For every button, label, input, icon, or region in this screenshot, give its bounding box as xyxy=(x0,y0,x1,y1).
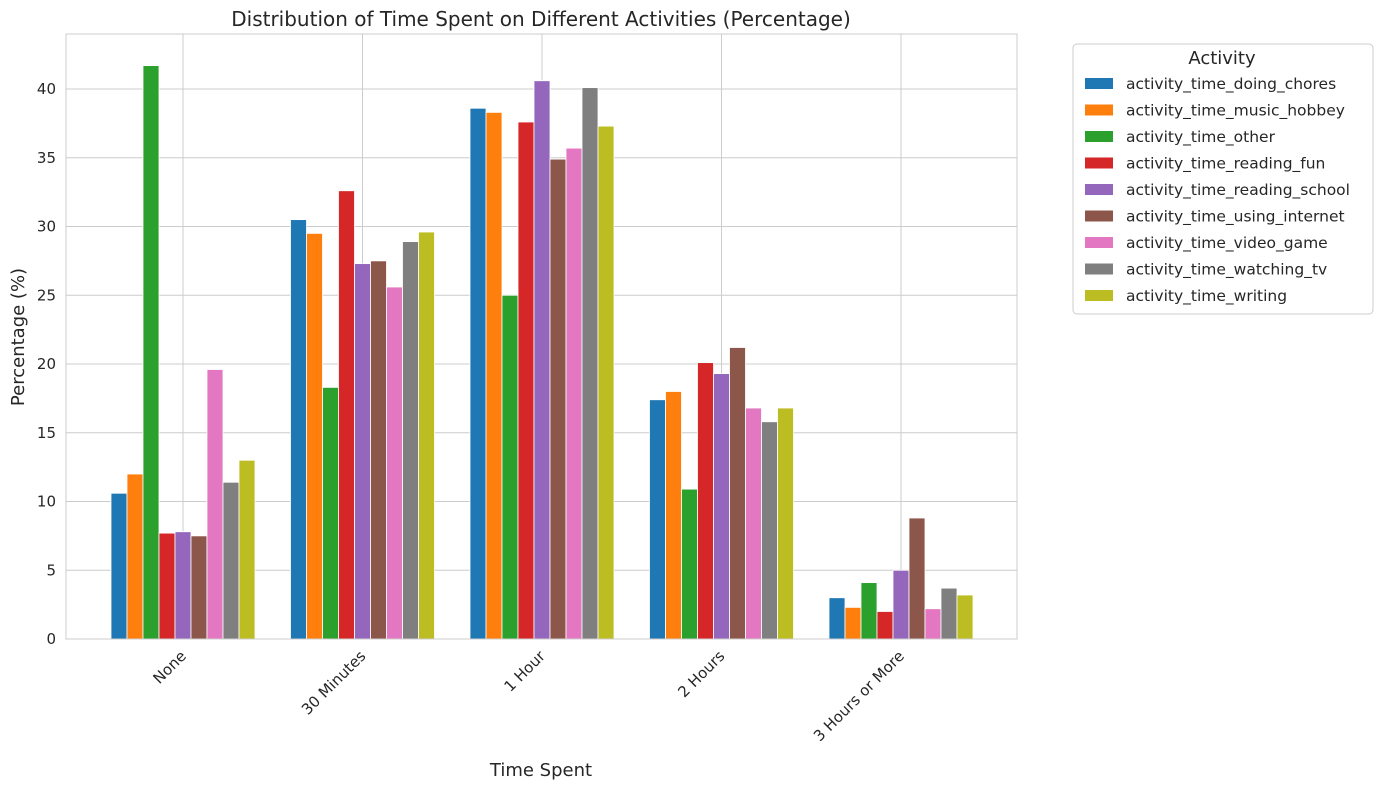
plot-area-frame xyxy=(65,33,1018,640)
bar xyxy=(745,407,762,640)
bar xyxy=(485,111,503,640)
bar xyxy=(761,421,778,640)
x-axis-ticks: None 30 Minutes 1 Hour 2 Hours 3 Hours or Mo… xyxy=(149,647,907,745)
x-tick-label: 1 Hour xyxy=(500,647,549,696)
bar xyxy=(924,608,942,640)
bar xyxy=(174,531,192,640)
legend-label: activity_time_watching_tv xyxy=(1126,261,1327,280)
legend-label: activity_time_using_internet xyxy=(1126,208,1345,227)
legend-swatch xyxy=(1085,263,1113,275)
x-tick-label: 30 Minutes xyxy=(298,647,369,718)
bar xyxy=(597,125,615,640)
legend-label: activity_time_doing_chores xyxy=(1126,75,1336,94)
bar xyxy=(469,107,487,640)
bar xyxy=(338,190,355,640)
bar xyxy=(501,294,519,640)
y-tick-label: 35 xyxy=(37,149,56,167)
series-group xyxy=(190,158,926,640)
series-group xyxy=(222,87,958,640)
bar xyxy=(956,594,974,640)
bar xyxy=(665,391,682,640)
bar xyxy=(354,263,371,640)
bar xyxy=(876,611,894,640)
legend-swatch xyxy=(1085,104,1113,116)
bar xyxy=(844,606,862,640)
bar xyxy=(142,65,160,640)
bar xyxy=(110,492,128,640)
series-group xyxy=(158,121,894,640)
bar xyxy=(581,87,599,640)
y-tick-label: 30 xyxy=(37,218,56,236)
bar xyxy=(828,597,846,640)
y-axis-label: Percentage (%) xyxy=(8,268,29,406)
x-tick-label: 3 Hours or More xyxy=(810,647,908,745)
bar xyxy=(126,473,144,640)
legend-swatch xyxy=(1085,210,1113,222)
series-group xyxy=(238,125,974,640)
legend-frame xyxy=(1072,43,1374,315)
legend: Activity activity_time_doing_choresactiv… xyxy=(1072,43,1374,315)
bar xyxy=(190,535,208,640)
bar xyxy=(206,369,224,640)
bar xyxy=(892,569,910,640)
legend-label: activity_time_writing xyxy=(1126,287,1287,306)
legend-swatch xyxy=(1085,184,1113,195)
legend-swatch xyxy=(1085,131,1113,142)
series-group xyxy=(174,80,910,640)
legend-label: activity_time_reading_school xyxy=(1126,181,1350,200)
bar xyxy=(322,386,339,640)
y-tick-label: 20 xyxy=(37,355,56,373)
y-tick-label: 40 xyxy=(37,80,56,98)
bar xyxy=(713,373,730,640)
y-tick-label: 25 xyxy=(37,286,56,304)
bar xyxy=(533,80,551,640)
chart-title: Distribution of Time Spent on Different … xyxy=(231,7,851,31)
legend-swatch xyxy=(1085,78,1113,89)
bar xyxy=(649,399,666,640)
bar xyxy=(370,260,387,640)
bar xyxy=(565,147,583,640)
bar xyxy=(402,241,419,640)
y-tick-label: 5 xyxy=(46,561,56,579)
bar xyxy=(940,587,958,640)
bar xyxy=(238,459,256,640)
bar xyxy=(222,481,240,640)
legend-label: activity_time_reading_fun xyxy=(1126,155,1325,174)
legend-swatch xyxy=(1085,237,1113,248)
legend-label: activity_time_other xyxy=(1126,128,1276,147)
x-tick-label: None xyxy=(149,647,189,687)
legend-label: activity_time_video_game xyxy=(1126,234,1328,253)
bars xyxy=(110,65,974,640)
legend-title: Activity xyxy=(1188,48,1256,69)
bar xyxy=(860,582,878,640)
y-tick-label: 15 xyxy=(37,424,56,442)
bar xyxy=(306,232,323,640)
bar xyxy=(697,362,714,640)
bar xyxy=(386,286,403,640)
bar xyxy=(777,407,794,640)
bar xyxy=(681,488,698,640)
bar xyxy=(517,121,535,640)
y-tick-label: 0 xyxy=(46,630,56,648)
legend-swatch xyxy=(1085,157,1113,169)
y-tick-label: 10 xyxy=(37,493,56,511)
x-axis-label: Time Spent xyxy=(489,760,592,781)
bar xyxy=(290,219,307,640)
legend-swatch xyxy=(1085,290,1113,301)
legend-items: activity_time_doing_chores activity_time_… xyxy=(1085,75,1350,306)
bar xyxy=(418,231,435,640)
bar xyxy=(908,517,926,640)
y-axis-ticks: 0 5 10 15 20 25 30 35 40 xyxy=(37,80,56,648)
bar xyxy=(549,158,567,640)
bar xyxy=(729,347,746,640)
bar xyxy=(158,532,176,640)
legend-label: activity_time_music_hobbey xyxy=(1126,102,1345,121)
x-tick-label: 2 Hours xyxy=(674,647,728,701)
